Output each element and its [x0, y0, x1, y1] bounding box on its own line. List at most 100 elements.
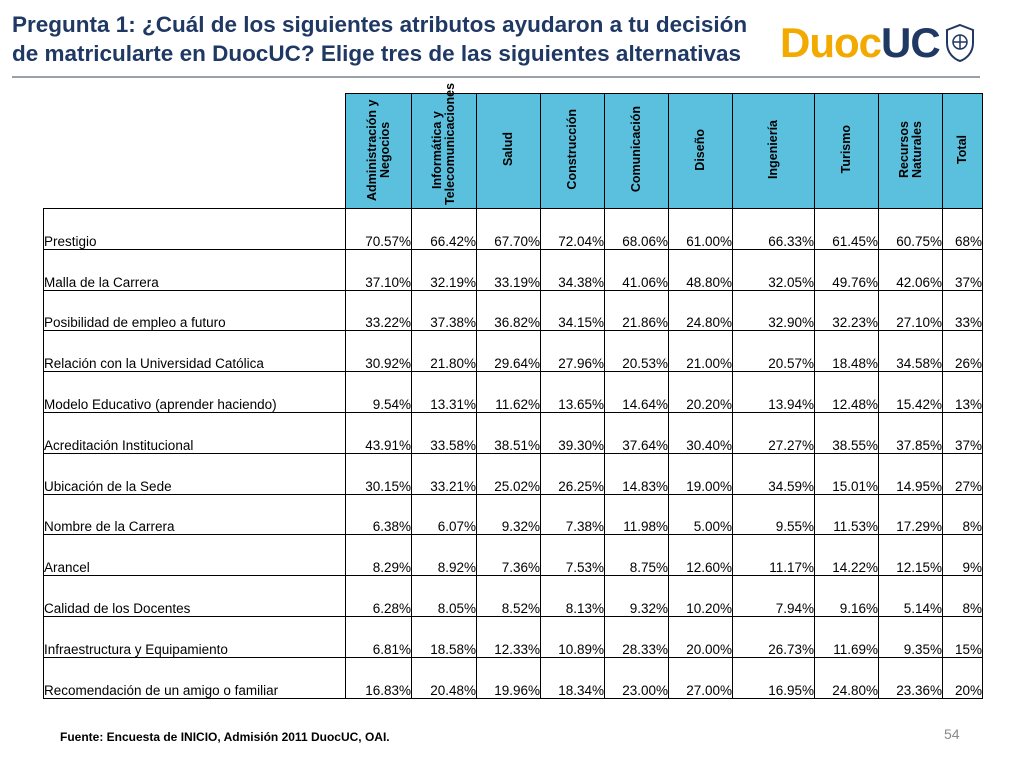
table-cell: 34.58%	[878, 330, 943, 373]
table-cell: 19.00%	[668, 452, 733, 495]
table-cell: 36.82%	[476, 289, 541, 332]
table-cell: 30.15%	[345, 452, 412, 495]
table-row: Relación con la Universidad Católica 30.9…	[43, 330, 983, 373]
table-cell: 23.00%	[604, 656, 669, 699]
table-cell: 61.00%	[668, 208, 733, 250]
column-header: Ingeniería	[732, 93, 815, 209]
table-cell: 11.62%	[476, 371, 541, 413]
table-cell: 48.80%	[668, 248, 733, 291]
table-cell: 8.75%	[604, 534, 669, 577]
logo-text-duoc: Duoc	[780, 19, 882, 66]
title-divider	[12, 76, 980, 78]
table-row: Calidad de los Docentes 6.28% 8.05% 8.52% 8.…	[43, 575, 983, 617]
table-cell: 12.15%	[878, 534, 943, 577]
table-cell: 66.42%	[411, 208, 477, 250]
table-cell: 34.38%	[540, 248, 605, 291]
table-cell: 72.04%	[540, 208, 605, 250]
table-cell: 38.55%	[814, 411, 879, 454]
table-cell: 7.38%	[540, 493, 605, 536]
table-cell: 8.13%	[540, 575, 605, 617]
table-cell: 42.06%	[878, 248, 943, 291]
table-cell: 8%	[942, 493, 983, 536]
table-cell: 9%	[942, 534, 983, 577]
table-cell: 60.75%	[878, 208, 943, 250]
row-label: Arancel	[43, 534, 346, 577]
table-cell: 11.17%	[732, 534, 815, 577]
table-cell: 14.22%	[814, 534, 879, 577]
table-cell: 37.85%	[878, 411, 943, 454]
table-cell: 38.51%	[476, 411, 541, 454]
table-cell: 27.27%	[732, 411, 815, 454]
table-cell: 18.34%	[540, 656, 605, 699]
table-cell: 33.21%	[411, 452, 477, 495]
table-row: Posibilidad de empleo a futuro 33.22% 37.3…	[43, 289, 983, 332]
table-cell: 9.54%	[345, 371, 412, 413]
table-cell: 13.94%	[732, 371, 815, 413]
table-cell: 67.70%	[476, 208, 541, 250]
table-header-row: Administración y Negocios Informática y …	[43, 82, 983, 209]
source-note: Fuente: Encuesta de INICIO, Admisión 201…	[60, 730, 390, 744]
table-cell: 32.19%	[411, 248, 477, 291]
table-cell: 17.29%	[878, 493, 943, 536]
header-blank-cell	[43, 93, 346, 209]
table-cell: 5.14%	[878, 575, 943, 617]
table-cell: 13.65%	[540, 371, 605, 413]
table-cell: 27%	[942, 452, 983, 495]
table-row: Prestigio 70.57% 66.42% 67.70% 72.04% 68.06% 6…	[43, 208, 983, 250]
slide-title: Pregunta 1: ¿Cuál de los siguientes atri…	[12, 12, 748, 66]
column-header: Recursos Naturales	[878, 93, 943, 209]
table-cell: 15.01%	[814, 452, 879, 495]
table-cell: 8.29%	[345, 534, 412, 577]
row-label: Acreditación Institucional	[43, 411, 346, 454]
table-cell: 43.91%	[345, 411, 412, 454]
row-label: Recomendación de un amigo o familiar	[43, 656, 346, 699]
table-cell: 21.80%	[411, 330, 477, 373]
column-header: Turismo	[814, 93, 879, 209]
table-cell: 26.73%	[732, 615, 815, 658]
table-cell: 6.28%	[345, 575, 412, 617]
table-row: Infraestructura y Equipamiento 6.81% 18.58…	[43, 615, 983, 658]
table-cell: 49.76%	[814, 248, 879, 291]
table-row: Acreditación Institucional 43.91% 33.58% 38…	[43, 411, 983, 454]
table-cell: 27.96%	[540, 330, 605, 373]
table-cell: 12.60%	[668, 534, 733, 577]
table-cell: 34.59%	[732, 452, 815, 495]
table-cell: 5.00%	[668, 493, 733, 536]
table-cell: 41.06%	[604, 248, 669, 291]
table-cell: 9.32%	[604, 575, 669, 617]
table-cell: 68%	[942, 208, 983, 250]
table-cell: 37.64%	[604, 411, 669, 454]
table-cell: 10.20%	[668, 575, 733, 617]
column-header: Salud	[476, 93, 541, 209]
logo-text-uc: UC	[881, 19, 941, 66]
table-cell: 37%	[942, 411, 983, 454]
table-cell: 11.98%	[604, 493, 669, 536]
table-cell: 33%	[942, 289, 983, 332]
table-cell: 13.31%	[411, 371, 477, 413]
row-label: Modelo Educativo (aprender haciendo)	[43, 371, 346, 413]
row-label: Ubicación de la Sede	[43, 452, 346, 495]
table-cell: 32.90%	[732, 289, 815, 332]
row-label: Prestigio	[43, 208, 346, 250]
table-cell: 30.40%	[668, 411, 733, 454]
row-label: Infraestructura y Equipamiento	[43, 615, 346, 658]
table-cell: 14.95%	[878, 452, 943, 495]
table-cell: 27.00%	[668, 656, 733, 699]
duocuc-logo: Duoc UC	[780, 18, 976, 68]
table-cell: 6.07%	[411, 493, 477, 536]
table-cell: 66.33%	[732, 208, 815, 250]
table-cell: 8%	[942, 575, 983, 617]
page-number: 54	[944, 726, 960, 742]
column-header: Total	[942, 93, 983, 209]
table-cell: 33.22%	[345, 289, 412, 332]
table-cell: 37.38%	[411, 289, 477, 332]
table-cell: 15%	[942, 615, 983, 658]
table-row: Malla de la Carrera 37.10% 32.19% 33.19% 34.…	[43, 248, 983, 291]
column-header: Diseño	[668, 93, 733, 209]
table-cell: 34.15%	[540, 289, 605, 332]
table-cell: 7.53%	[540, 534, 605, 577]
table-cell: 19.96%	[476, 656, 541, 699]
table-cell: 25.02%	[476, 452, 541, 495]
table-cell: 9.55%	[732, 493, 815, 536]
table-row: Nombre de la Carrera 6.38% 6.07% 9.32% 7.38%…	[43, 493, 983, 536]
